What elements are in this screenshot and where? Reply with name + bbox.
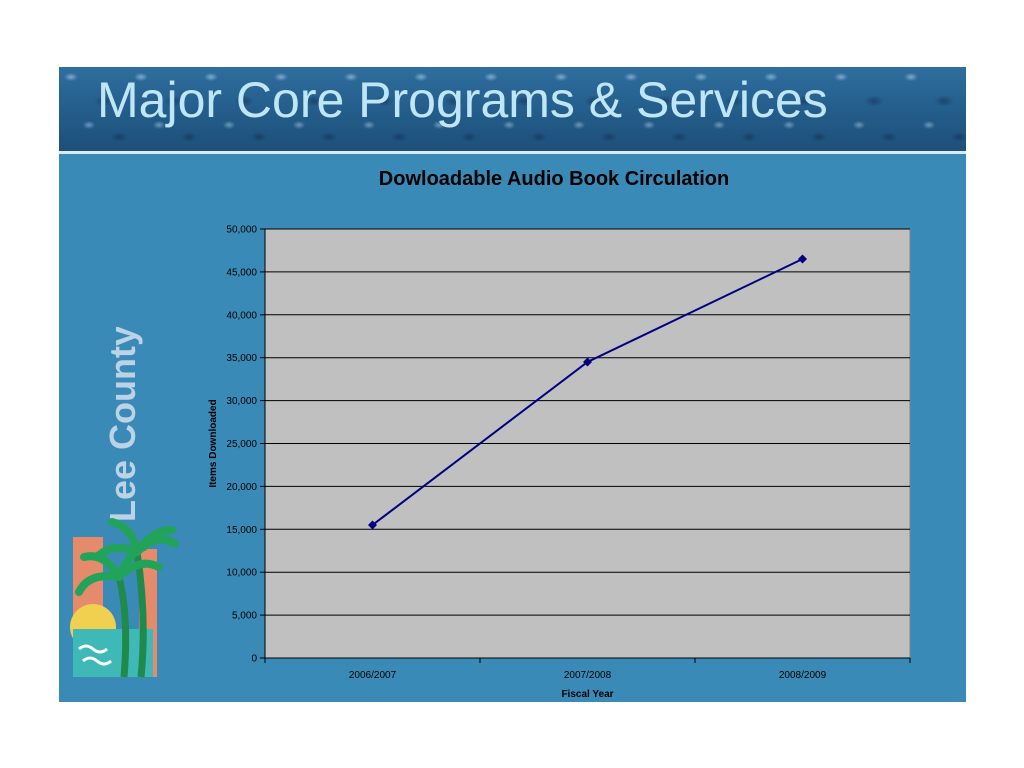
chart-title: Dowloadable Audio Book Circulation <box>378 168 730 190</box>
y-tick-label: 25,000 <box>226 439 257 450</box>
y-tick-label: 50,000 <box>226 225 257 236</box>
y-tick-label: 0 <box>251 654 257 665</box>
banner-divider <box>59 151 966 154</box>
y-tick-label: 45,000 <box>226 267 257 278</box>
data-point <box>798 254 807 264</box>
logo-text: Lee County <box>102 327 143 522</box>
title-banner: Major Core Programs & Services <box>59 67 966 151</box>
y-tick-label: 5,000 <box>232 611 257 622</box>
x-tick-label: 2006/2007 <box>349 670 397 681</box>
y-tick-label: 35,000 <box>226 353 257 364</box>
x-tick-label: 2008/2009 <box>779 670 827 681</box>
y-tick-label: 40,000 <box>226 310 257 321</box>
chart-area: 0 5,000 10,000 15,000 20,000 25,000 30,000 35,0… <box>208 225 911 700</box>
x-axis-title: Fiscal Year <box>561 689 613 700</box>
x-tick-label: 2007/2008 <box>564 670 612 681</box>
y-tick-label: 20,000 <box>226 482 257 493</box>
y-tick-label: 30,000 <box>226 396 257 407</box>
y-axis-title: Items Downloaded <box>208 399 219 487</box>
data-point <box>368 520 377 530</box>
y-tick-label: 10,000 <box>226 568 257 579</box>
data-point <box>583 357 592 367</box>
y-tick-label: 15,000 <box>226 525 257 536</box>
slide-background: Major Core Programs & Services Lee Count… <box>59 67 966 702</box>
lee-county-logo: Lee County <box>70 327 179 678</box>
slide-title: Major Core Programs & Services <box>97 72 828 128</box>
